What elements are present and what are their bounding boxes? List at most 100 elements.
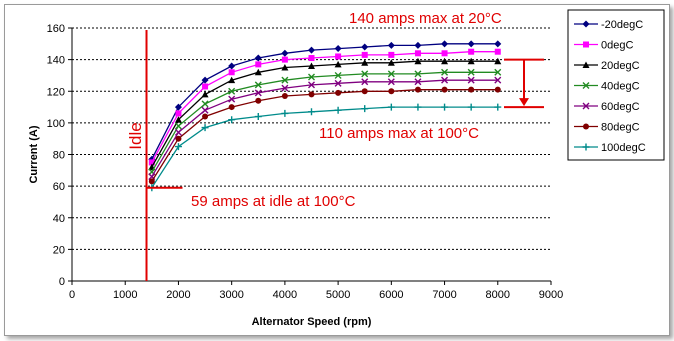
series-line-40degC <box>151 71 498 173</box>
point-20degC-6000 <box>387 59 395 66</box>
point-100degC-7500 <box>467 103 475 111</box>
point-40degC-4000 <box>281 76 289 84</box>
point-100degC-2000 <box>174 143 182 151</box>
data-series <box>148 40 502 192</box>
series-60degC <box>148 76 502 181</box>
x-tick-label-9000: 9000 <box>539 289 563 301</box>
y-tick-label-60: 60 <box>53 181 65 193</box>
point-100degC-6500 <box>414 103 422 111</box>
point-40degC-7500 <box>467 68 475 76</box>
y-tick-label-80: 80 <box>53 150 65 162</box>
point-20degC-3500 <box>254 68 262 76</box>
point--20degC-3000 <box>228 62 236 70</box>
y-tick-label-0: 0 <box>59 276 65 288</box>
series-line-100degC <box>151 106 498 189</box>
point--20degC-3500 <box>254 54 262 62</box>
point-60degC-5500 <box>361 78 369 86</box>
point-60degC-3500 <box>254 89 262 97</box>
legend-marker-60degC <box>582 102 590 110</box>
point-60degC-2500 <box>201 106 209 114</box>
point-80degC-4500 <box>308 91 315 98</box>
legend-label-60degC: 60degC <box>601 101 640 113</box>
point-60degC-8000 <box>494 76 502 84</box>
point-40degC-2000 <box>174 122 182 130</box>
point-0degC-1500 <box>148 159 155 166</box>
point-80degC-3000 <box>228 104 235 111</box>
x-tick-label-5000: 5000 <box>326 289 350 301</box>
point-0degC-5500 <box>361 51 368 58</box>
legend-marker--20degC <box>582 20 590 28</box>
series-line-0degC <box>151 51 498 163</box>
point--20degC-6500 <box>414 41 422 49</box>
legend-marker-40degC <box>582 82 590 89</box>
legend-marker-100degC <box>582 143 590 151</box>
annotation-max-100c: 110 amps max at 100°C <box>319 125 479 142</box>
legend-entry-100degC: 100degC <box>574 142 646 154</box>
point-40degC-7000 <box>441 68 449 76</box>
x-tick-label-0: 0 <box>69 289 75 301</box>
point-80degC-3500 <box>255 97 262 104</box>
point-80degC-7000 <box>441 86 448 93</box>
point-40degC-3500 <box>254 81 262 89</box>
point-20degC-7000 <box>441 57 449 65</box>
series-line-60degC <box>151 79 498 177</box>
x-tick-label-7000: 7000 <box>432 289 456 301</box>
point-80degC-6000 <box>388 88 395 95</box>
x-tick-label-2000: 2000 <box>166 289 190 301</box>
y-tick-label-140: 140 <box>47 55 65 67</box>
point-100degC-5000 <box>334 106 342 114</box>
x-tick-label-8000: 8000 <box>486 289 510 301</box>
x-tick-label-4000: 4000 <box>273 289 297 301</box>
point-20degC-6500 <box>414 57 422 65</box>
series-40degC <box>148 68 502 176</box>
annotation-idle: Idle <box>126 122 145 149</box>
point-0degC-6000 <box>388 51 395 58</box>
point-20degC-3000 <box>228 76 236 84</box>
x-axis-label: Alternator Speed (rpm) <box>252 316 372 328</box>
point--20degC-2500 <box>201 76 209 84</box>
legend-entry-0degC: 0degC <box>574 40 633 52</box>
max-range-arrowhead <box>519 98 529 107</box>
legend-label-40degC: 40degC <box>601 81 640 93</box>
point-20degC-4000 <box>281 64 289 71</box>
point-60degC-6500 <box>414 78 422 86</box>
point-0degC-5000 <box>335 53 342 60</box>
point-80degC-5000 <box>335 89 342 96</box>
point-80degC-1500 <box>148 178 155 185</box>
point-40degC-5000 <box>334 71 342 79</box>
point-80degC-2500 <box>202 113 209 120</box>
axes: 0 20 40 60 80 100 120 140 160 0 1000 2000 3000 4000 50… <box>47 23 564 301</box>
point-60degC-6000 <box>387 78 395 86</box>
series-line-80degC <box>151 89 498 182</box>
point-0degC-8000 <box>494 48 501 55</box>
legend-entry-60degC: 60degC <box>574 101 640 113</box>
point-60degC-3000 <box>228 95 236 103</box>
point--20degC-7500 <box>467 40 475 48</box>
legend-marker-20degC <box>582 61 590 68</box>
series-100degC <box>148 103 502 192</box>
point-20degC-5000 <box>334 60 342 68</box>
point-100degC-3500 <box>254 113 262 121</box>
legend-label-100degC: 100degC <box>601 142 646 154</box>
y-tick-label-120: 120 <box>47 86 65 98</box>
legend-entry--20degC: -20degC <box>574 19 643 31</box>
point-60degC-7000 <box>441 76 449 84</box>
point-60degC-4000 <box>281 84 289 92</box>
point--20degC-4500 <box>308 46 315 54</box>
point-0degC-3000 <box>228 69 235 76</box>
point-40degC-2500 <box>201 100 209 108</box>
point--20degC-5000 <box>334 45 342 53</box>
point-0degC-7500 <box>468 48 475 55</box>
point-40degC-6500 <box>414 70 422 78</box>
point-20degC-5500 <box>361 59 369 66</box>
point-80degC-2000 <box>175 135 182 142</box>
point-100degC-4000 <box>281 109 289 117</box>
legend-entry-20degC: 20degC <box>574 60 640 72</box>
legend-label-80degC: 80degC <box>601 122 640 134</box>
y-tick-label-40: 40 <box>53 213 65 225</box>
point-100degC-7000 <box>441 103 449 111</box>
point--20degC-7000 <box>441 40 449 48</box>
series-line-20degC <box>151 60 498 168</box>
y-tick-label-100: 100 <box>47 118 65 130</box>
x-tick-label-3000: 3000 <box>219 289 243 301</box>
